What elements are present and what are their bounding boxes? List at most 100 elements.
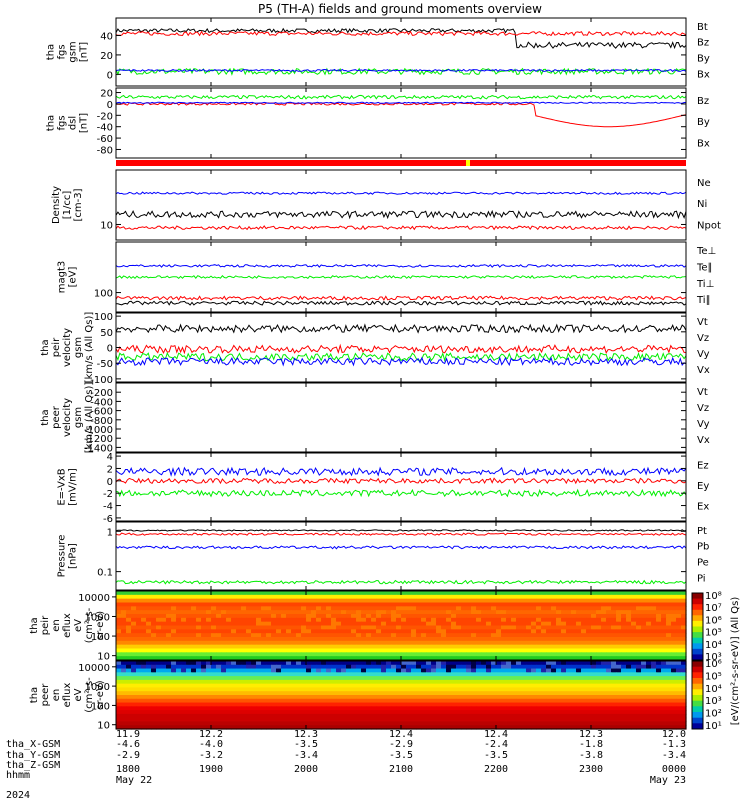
- heatmap-cell: [456, 725, 462, 730]
- heatmap-cell: [331, 602, 337, 607]
- heatmap-cell: [601, 672, 607, 677]
- heatmap-cell: [576, 640, 582, 646]
- heatmap-cell: [211, 721, 217, 726]
- heatmap-cell: [201, 633, 207, 638]
- heatmap-cell: [561, 621, 567, 627]
- footer-y-value: -3.4: [662, 750, 686, 761]
- heatmap-cell: [426, 637, 432, 642]
- heatmap-cell: [401, 710, 407, 715]
- heatmap-cell: [446, 691, 452, 696]
- heatmap-cell: [471, 687, 477, 692]
- heatmap-cell: [656, 664, 662, 670]
- heatmap-cell: [391, 661, 397, 666]
- heatmap-cell: [671, 695, 677, 700]
- heatmap-cell: [221, 614, 227, 619]
- heatmap-cell: [596, 706, 602, 711]
- heatmap-cell: [376, 598, 382, 604]
- heatmap-cell: [246, 713, 252, 719]
- heatmap-cell: [156, 664, 162, 670]
- heatmap-cell: [336, 602, 342, 607]
- heatmap-cell: [536, 717, 542, 723]
- heatmap-cell: [426, 725, 432, 730]
- heatmap-cell: [676, 664, 682, 670]
- heatmap-cell: [141, 725, 147, 730]
- heatmap-cell: [276, 706, 282, 711]
- heatmap-cell: [216, 591, 222, 596]
- heatmap-cell: [571, 594, 577, 600]
- heatmap-cell: [386, 606, 392, 611]
- heatmap-cell: [336, 606, 342, 611]
- heatmap-cell: [291, 633, 297, 638]
- heatmap-cell: [181, 687, 187, 692]
- heatmap-cell: [356, 629, 362, 634]
- heatmap-cell: [571, 676, 577, 681]
- heatmap-cell: [396, 598, 402, 604]
- heatmap-cell: [671, 713, 677, 719]
- heatmap-cell: [416, 668, 422, 673]
- heatmap-cell: [451, 621, 457, 627]
- heatmap-cell: [611, 610, 617, 615]
- heatmap-cell: [186, 591, 192, 596]
- heatmap-cell: [191, 591, 197, 596]
- heatmap-cell: [436, 591, 442, 596]
- heatmap-cell: [221, 668, 227, 673]
- heatmap-cell: [491, 661, 497, 666]
- heatmap-cell: [306, 625, 312, 630]
- heatmap-cell: [636, 594, 642, 600]
- footer-x-value: -1.3: [662, 739, 686, 750]
- heatmap-cell: [466, 698, 472, 704]
- heatmap-cell: [526, 594, 532, 600]
- heatmap-cell: [501, 691, 507, 696]
- heatmap-cells: [116, 591, 687, 661]
- heatmap-cell: [631, 717, 637, 723]
- heatmap-cell: [626, 598, 632, 604]
- heatmap-cell: [616, 602, 622, 607]
- heatmap-cell: [231, 648, 237, 653]
- heatmap-cell: [486, 648, 492, 653]
- heatmap-cell: [146, 614, 152, 619]
- heatmap-cell: [526, 614, 532, 619]
- heatmap-cell: [571, 706, 577, 711]
- heatmap-cell: [291, 614, 297, 619]
- heatmap-cell: [181, 633, 187, 638]
- heatmap-cell: [451, 717, 457, 723]
- heatmap-cell: [391, 691, 397, 696]
- heatmap-cell: [231, 672, 237, 677]
- heatmap-cell: [456, 637, 462, 642]
- heatmap-cell: [526, 672, 532, 677]
- heatmap-cell: [176, 679, 182, 685]
- heatmap-cell: [261, 702, 267, 707]
- heatmap-cell: [666, 683, 672, 689]
- heatmap-cell: [381, 713, 387, 719]
- heatmap-cell: [666, 691, 672, 696]
- y-tick-label: -60: [97, 134, 113, 145]
- heatmap-cell: [541, 698, 547, 704]
- heatmap-cell: [161, 637, 167, 642]
- heatmap-cell: [346, 637, 352, 642]
- heatmap-cell: [616, 598, 622, 604]
- heatmap-cell: [256, 668, 262, 673]
- heatmap-cell: [636, 661, 642, 666]
- heatmap-cell: [501, 698, 507, 704]
- heatmap-cell: [611, 656, 617, 661]
- heatmap-cell: [346, 702, 352, 707]
- heatmap-cell: [266, 602, 272, 607]
- heatmap-cell: [556, 656, 562, 661]
- heatmap-cell: [501, 713, 507, 719]
- heatmap-cell: [351, 652, 357, 657]
- heatmap-cell: [246, 691, 252, 696]
- heatmap-cell: [261, 598, 267, 604]
- heatmap-cell: [206, 594, 212, 600]
- heatmap-cell: [346, 644, 352, 650]
- heatmap-cell: [201, 668, 207, 673]
- heatmap-cell: [486, 706, 492, 711]
- heatmap-cell: [331, 668, 337, 673]
- heatmap-cell: [616, 664, 622, 670]
- heatmap-cell: [126, 710, 132, 715]
- heatmap-cell: [506, 687, 512, 692]
- heatmap-cell: [121, 644, 127, 650]
- heatmap-cell: [371, 621, 377, 627]
- heatmap-cell: [406, 621, 412, 627]
- heatmap-cell: [391, 594, 397, 600]
- y-axis-label: velocity: [62, 328, 73, 367]
